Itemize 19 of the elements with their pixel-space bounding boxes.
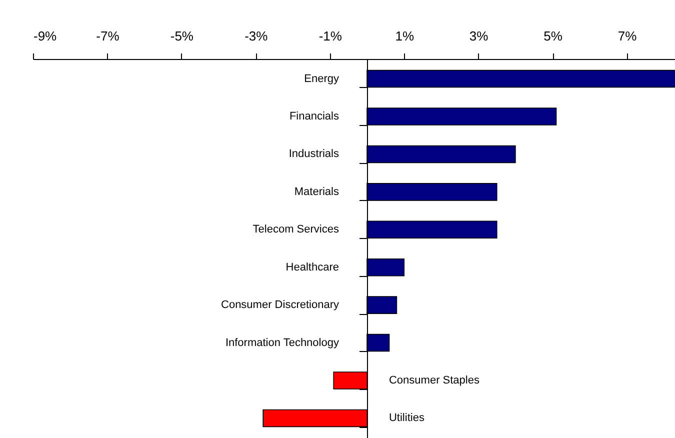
x-tick-label: -3% bbox=[244, 28, 268, 44]
x-tick-label: -1% bbox=[318, 28, 342, 44]
x-tick-label: -9% bbox=[34, 28, 58, 44]
y-tick-label: Utilities bbox=[388, 412, 425, 424]
y-tick-label: Financials bbox=[289, 110, 340, 123]
y-tick-label: Materials bbox=[294, 186, 340, 198]
y-tick-label: Healthcare bbox=[286, 261, 339, 274]
y-tick-label: Energy bbox=[304, 72, 340, 85]
x-tick-label: -5% bbox=[170, 28, 194, 44]
y-tick-label: Industrials bbox=[288, 148, 340, 160]
x-tick-label: 1% bbox=[395, 28, 414, 44]
x-tick-label: -7% bbox=[96, 28, 120, 44]
x-tick-label: 5% bbox=[544, 28, 563, 44]
x-tick-label: 7% bbox=[618, 28, 638, 44]
x-tick-label: 3% bbox=[469, 28, 489, 44]
y-tick-label: Telecom Services bbox=[252, 224, 340, 236]
y-tick-label: Information Technology bbox=[225, 336, 340, 349]
y-tick-label: Consumer Staples bbox=[388, 374, 480, 386]
y-tick-label: Consumer Discretionary bbox=[221, 299, 340, 312]
